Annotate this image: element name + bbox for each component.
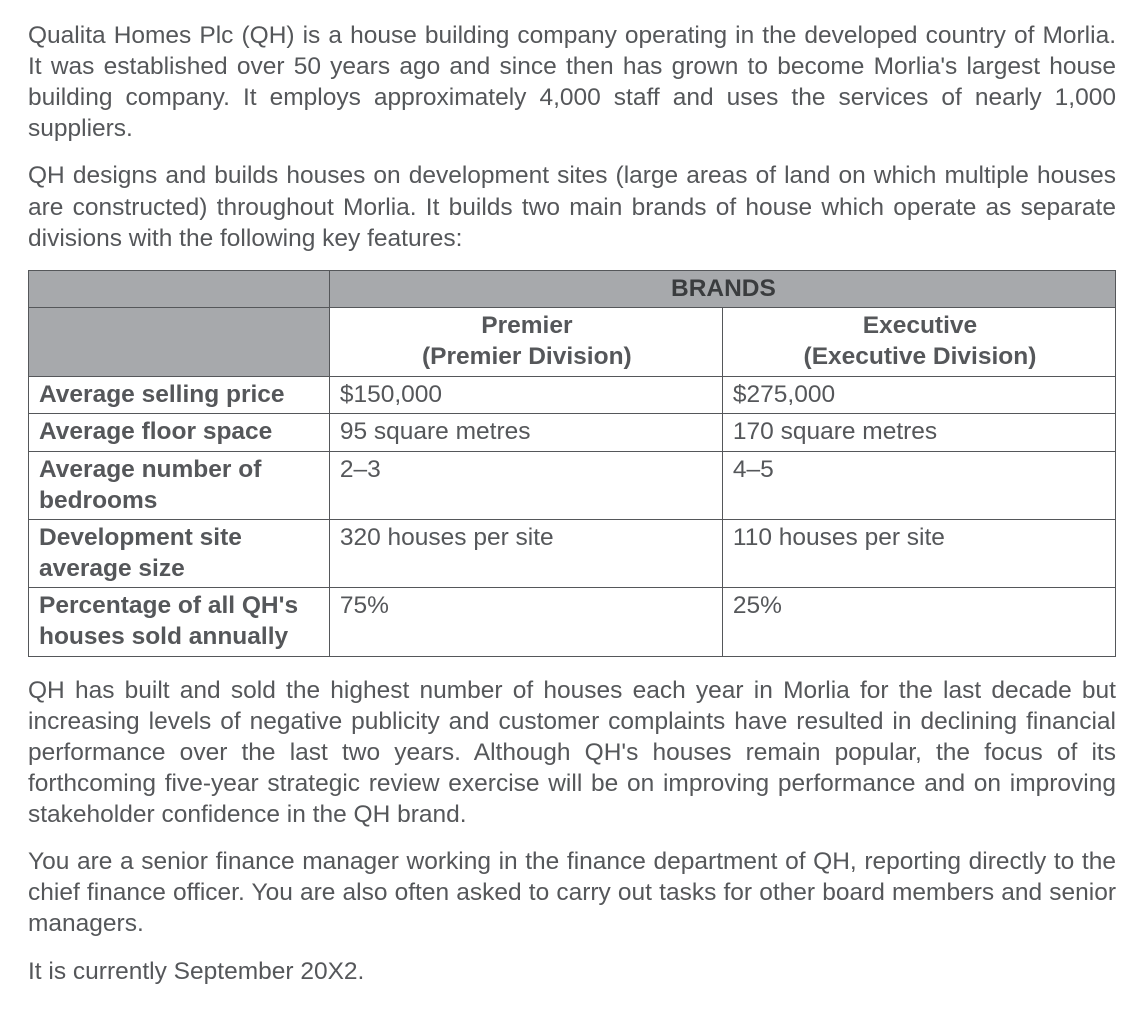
row-premier-value: 95 square metres bbox=[329, 414, 722, 452]
body-paragraph-3: QH has built and sold the highest number… bbox=[28, 675, 1116, 831]
table-subheader-row: Premier (Premier Division) Executive (Ex… bbox=[29, 308, 1116, 376]
header-blank-cell bbox=[29, 270, 330, 308]
row-premier-value: 320 houses per site bbox=[329, 520, 722, 588]
body-paragraph-5: It is currently September 20X2. bbox=[28, 956, 1116, 987]
row-label: Average floor space bbox=[29, 414, 330, 452]
row-executive-value: 25% bbox=[722, 588, 1115, 656]
brands-table: BRANDS Premier (Premier Division) Execut… bbox=[28, 270, 1116, 657]
row-label: Development site average size bbox=[29, 520, 330, 588]
premier-name: Premier bbox=[481, 312, 572, 339]
row-label: Average selling price bbox=[29, 376, 330, 414]
row-executive-value: 110 houses per site bbox=[722, 520, 1115, 588]
row-premier-value: $150,000 bbox=[329, 376, 722, 414]
subheader-premier-cell: Premier (Premier Division) bbox=[329, 308, 722, 376]
body-paragraph-4: You are a senior finance manager working… bbox=[28, 846, 1116, 939]
row-premier-value: 75% bbox=[329, 588, 722, 656]
subheader-executive-cell: Executive (Executive Division) bbox=[722, 308, 1115, 376]
executive-name: Executive bbox=[863, 312, 977, 339]
row-executive-value: $275,000 bbox=[722, 376, 1115, 414]
header-brands-cell: BRANDS bbox=[329, 270, 1115, 308]
row-premier-value: 2–3 bbox=[329, 451, 722, 519]
table-row: Average number of bedrooms 2–3 4–5 bbox=[29, 451, 1116, 519]
row-executive-value: 4–5 bbox=[722, 451, 1115, 519]
table-row: Percentage of all QH's houses sold annua… bbox=[29, 588, 1116, 656]
premier-division: (Premier Division) bbox=[422, 343, 632, 370]
table-header-row: BRANDS bbox=[29, 270, 1116, 308]
executive-division: (Executive Division) bbox=[804, 343, 1037, 370]
row-executive-value: 170 square metres bbox=[722, 414, 1115, 452]
intro-paragraph-1: Qualita Homes Plc (QH) is a house buildi… bbox=[28, 20, 1116, 144]
intro-paragraph-2: QH designs and builds houses on developm… bbox=[28, 160, 1116, 253]
row-label: Average number of bedrooms bbox=[29, 451, 330, 519]
table-row: Average selling price $150,000 $275,000 bbox=[29, 376, 1116, 414]
row-label: Percentage of all QH's houses sold annua… bbox=[29, 588, 330, 656]
table-row: Development site average size 320 houses… bbox=[29, 520, 1116, 588]
subheader-blank-cell bbox=[29, 308, 330, 376]
table-row: Average floor space 95 square metres 170… bbox=[29, 414, 1116, 452]
